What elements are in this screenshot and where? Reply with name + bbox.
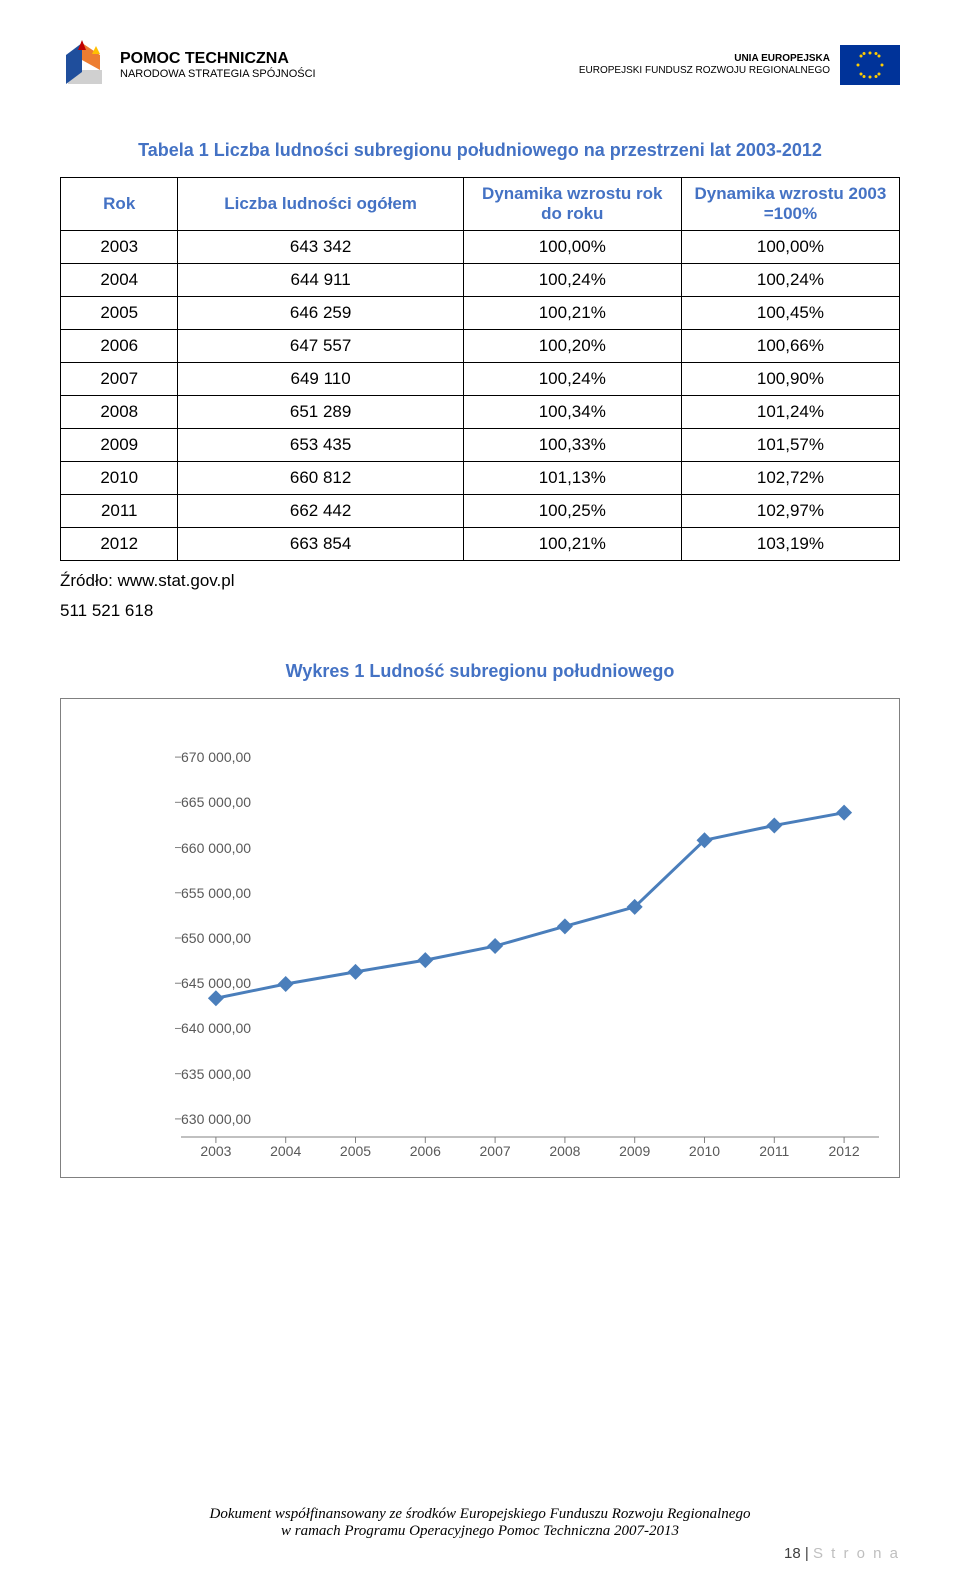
chart-xtick-label: 2004 (270, 1143, 301, 1159)
source-line: Źródło: www.stat.gov.pl (60, 571, 900, 591)
table-cell: 100,24% (463, 264, 681, 297)
table-cell: 2008 (61, 396, 178, 429)
table-row: 2007649 110100,24%100,90% (61, 363, 900, 396)
eu-line3: ROZWOJU REGIONALNEGO (696, 65, 830, 76)
table-cell: 100,00% (463, 231, 681, 264)
table-cell: 644 911 (178, 264, 463, 297)
table-cell: 663 854 (178, 528, 463, 561)
table-cell: 100,21% (463, 297, 681, 330)
table-cell: 643 342 (178, 231, 463, 264)
table-col-header: Liczba ludności ogółem (178, 178, 463, 231)
chart-xtick-label: 2008 (549, 1143, 580, 1159)
table-cell: 101,13% (463, 462, 681, 495)
table-cell: 2011 (61, 495, 178, 528)
footer-line2: w ramach Programu Operacyjnego Pomoc Tec… (60, 1523, 900, 1540)
table-cell: 2004 (61, 264, 178, 297)
table-cell: 649 110 (178, 363, 463, 396)
table-cell: 662 442 (178, 495, 463, 528)
page-footer: Dokument współfinansowany ze środków Eur… (60, 1506, 900, 1540)
eu-text: UNIA EUROPEJSKA EUROPEJSKI FUNDUSZ ROZWO… (579, 53, 830, 77)
footer-line1: Dokument współfinansowany ze środków Eur… (60, 1506, 900, 1523)
table-col-header: Dynamika wzrostu rok do roku (463, 178, 681, 231)
table-col-header: Rok (61, 178, 178, 231)
table-row: 2011662 442100,25%102,97% (61, 495, 900, 528)
table-cell: 100,66% (681, 330, 899, 363)
table-cell: 100,21% (463, 528, 681, 561)
table-cell: 2003 (61, 231, 178, 264)
table-cell: 101,24% (681, 396, 899, 429)
table-cell: 100,25% (463, 495, 681, 528)
table-row: 2006647 557100,20%100,66% (61, 330, 900, 363)
page-header: POMOC TECHNICZNA NARODOWA STRATEGIA SPÓJ… (60, 30, 900, 100)
population-chart: 630 000,00635 000,00640 000,00645 000,00… (60, 698, 900, 1178)
table-cell: 100,90% (681, 363, 899, 396)
page-number: 18 | S t r o n a (784, 1545, 900, 1562)
table-cell: 101,57% (681, 429, 899, 462)
table-cell: 2012 (61, 528, 178, 561)
table-cell: 2010 (61, 462, 178, 495)
table-row: 2012663 854100,21%103,19% (61, 528, 900, 561)
table-cell: 100,33% (463, 429, 681, 462)
table-row: 2009653 435100,33%101,57% (61, 429, 900, 462)
table-cell: 100,45% (681, 297, 899, 330)
table-col-header: Dynamika wzrostu 2003 =100% (681, 178, 899, 231)
page-number-value: 18 (784, 1545, 801, 1562)
table-cell: 100,00% (681, 231, 899, 264)
table-cell: 2007 (61, 363, 178, 396)
table-cell: 647 557 (178, 330, 463, 363)
pt-subtitle: NARODOWA STRATEGIA SPÓJNOŚCI (120, 68, 316, 80)
table-cell: 102,97% (681, 495, 899, 528)
chart-caption: Wykres 1 Ludność subregionu południowego (60, 661, 900, 682)
table-row: 2004644 911100,24%100,24% (61, 264, 900, 297)
table-cell: 102,72% (681, 462, 899, 495)
table-row: 2003643 342100,00%100,00% (61, 231, 900, 264)
table-cell: 651 289 (178, 396, 463, 429)
population-table: RokLiczba ludności ogółemDynamika wzrost… (60, 177, 900, 561)
table-cell: 103,19% (681, 528, 899, 561)
chart-xtick-label: 2006 (410, 1143, 441, 1159)
eu-flag-icon (840, 45, 900, 85)
logo-eu: UNIA EUROPEJSKA EUROPEJSKI FUNDUSZ ROZWO… (579, 45, 900, 85)
table-cell: 100,34% (463, 396, 681, 429)
chart-xtick-label: 2005 (340, 1143, 371, 1159)
pt-logo-text: POMOC TECHNICZNA NARODOWA STRATEGIA SPÓJ… (120, 50, 316, 80)
extra-number: 511 521 618 (60, 601, 900, 621)
table-cell: 100,24% (681, 264, 899, 297)
table-cell: 646 259 (178, 297, 463, 330)
page-number-label: S t r o n a (813, 1545, 900, 1562)
chart-xtick-label: 2007 (480, 1143, 511, 1159)
chart-xtick-label: 2011 (759, 1143, 789, 1159)
table-row: 2010660 812101,13%102,72% (61, 462, 900, 495)
table-caption: Tabela 1 Liczba ludności subregionu połu… (60, 140, 900, 161)
chart-xtick-label: 2009 (619, 1143, 650, 1159)
chart-xtick-label: 2003 (200, 1143, 231, 1159)
table-cell: 100,20% (463, 330, 681, 363)
table-row: 2008651 289100,34%101,24% (61, 396, 900, 429)
table-cell: 653 435 (178, 429, 463, 462)
chart-xtick-label: 2010 (689, 1143, 720, 1159)
table-cell: 2005 (61, 297, 178, 330)
eu-line1: UNIA EUROPEJSKA (579, 53, 830, 65)
pt-title: POMOC TECHNICZNA (120, 50, 316, 68)
table-row: 2005646 259100,21%100,45% (61, 297, 900, 330)
eu-line2: EUROPEJSKI FUNDUSZ (579, 65, 693, 76)
chart-xtick-label: 2012 (829, 1143, 860, 1159)
logo-pomoc-techniczna: POMOC TECHNICZNA NARODOWA STRATEGIA SPÓJ… (60, 40, 316, 90)
pt-logo-icon (60, 40, 110, 90)
table-cell: 2006 (61, 330, 178, 363)
table-cell: 100,24% (463, 363, 681, 396)
table-cell: 660 812 (178, 462, 463, 495)
table-cell: 2009 (61, 429, 178, 462)
